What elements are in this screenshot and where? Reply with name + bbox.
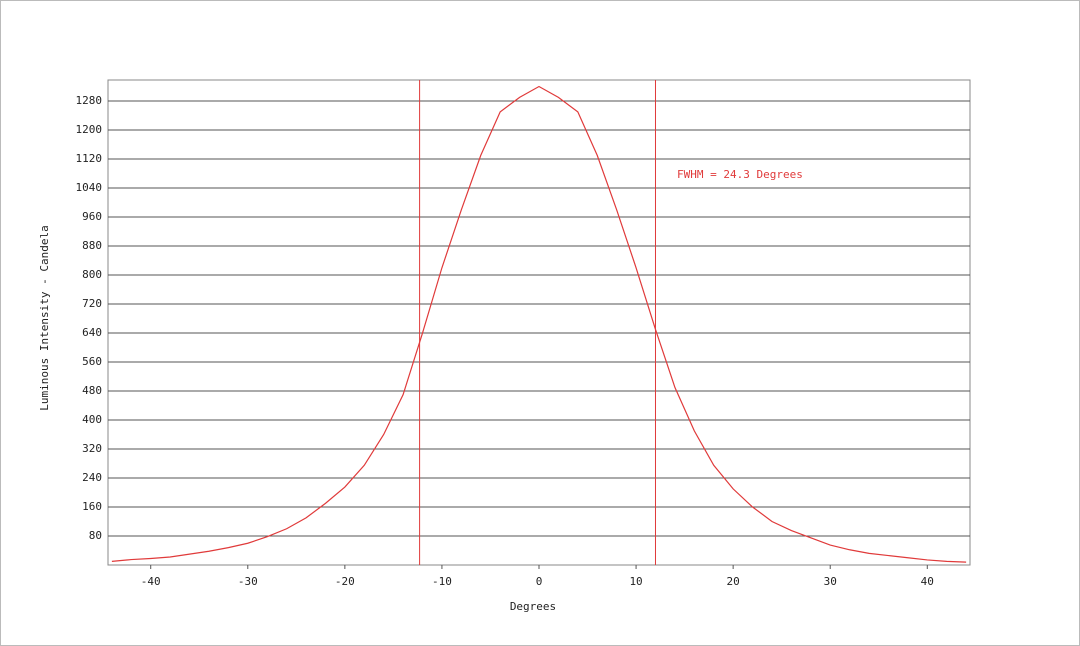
plot-area	[107, 79, 971, 566]
x-tick-label: -10	[432, 575, 452, 588]
y-axis-label: Luminous Intensity - Candela	[38, 225, 51, 410]
x-tick-label: 40	[921, 575, 934, 588]
y-tick-label: 80	[89, 529, 102, 542]
y-tick-label: 880	[82, 239, 102, 252]
data-line	[111, 85, 967, 563]
x-tick-label: 30	[824, 575, 837, 588]
x-axis-label: Degrees	[510, 600, 556, 613]
x-tick-label: 20	[727, 575, 740, 588]
y-tick-label: 160	[82, 500, 102, 513]
y-tick-label: 560	[82, 355, 102, 368]
y-tick-label: 960	[82, 210, 102, 223]
x-tick-label: -30	[238, 575, 258, 588]
y-tick-label: 400	[82, 413, 102, 426]
x-tick-label: 0	[536, 575, 543, 588]
y-tick-label: 640	[82, 326, 102, 339]
y-tick-label: 1040	[76, 181, 103, 194]
x-tick-label: 10	[629, 575, 642, 588]
y-tick-label: 240	[82, 471, 102, 484]
x-tick-label: -40	[141, 575, 161, 588]
y-tick-label: 1120	[76, 152, 103, 165]
y-tick-label: 1200	[76, 123, 103, 136]
x-tick-label: -20	[335, 575, 355, 588]
y-tick-label: 720	[82, 297, 102, 310]
y-tick-label: 800	[82, 268, 102, 281]
y-tick-label: 480	[82, 384, 102, 397]
y-tick-label: 320	[82, 442, 102, 455]
y-tick-label: 1280	[76, 94, 103, 107]
annotation: FWHM = 24.3 Degrees	[677, 168, 803, 181]
